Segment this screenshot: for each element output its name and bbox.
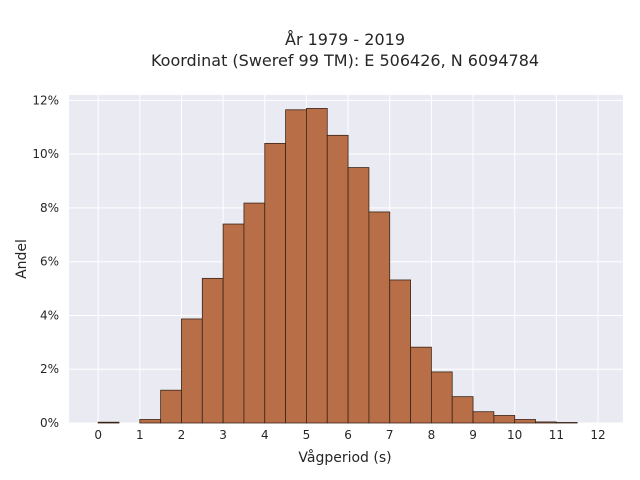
bars-group (97, 108, 578, 424)
x-tick-label-0: 0 (94, 428, 102, 442)
x-tick-label-4: 4 (261, 428, 269, 442)
bar-15 (410, 346, 432, 424)
bar-8 (264, 142, 287, 424)
y-tick-label-4: 8% (40, 201, 59, 215)
y-tick-label-0: 0% (40, 416, 59, 430)
bar-0 (97, 421, 120, 424)
bar-18 (472, 411, 495, 424)
x-tick-label-7: 7 (386, 428, 394, 442)
y-tick-label-1: 2% (40, 362, 59, 376)
bar-22 (555, 422, 578, 424)
y-tick-labels: 0% 2% 4% 6% 8% 10% 12% (32, 93, 59, 430)
bar-19 (493, 415, 516, 424)
x-tick-label-5: 5 (303, 428, 311, 442)
x-tick-labels: 0 1 2 3 4 5 6 7 8 9 10 11 12 (94, 428, 605, 442)
x-tick-label-3: 3 (219, 428, 227, 442)
y-tick-label-6: 12% (32, 93, 59, 107)
bar-10 (306, 108, 328, 424)
bar-6 (222, 223, 245, 424)
y-axis-label: Andel (14, 239, 30, 279)
x-tick-label-2: 2 (178, 428, 186, 442)
x-tick-label-10: 10 (507, 428, 522, 442)
x-tick-label-6: 6 (344, 428, 352, 442)
bar-14 (389, 279, 411, 424)
bar-3 (160, 389, 182, 424)
x-tick-label-12: 12 (590, 428, 605, 442)
bar-2 (139, 419, 162, 424)
y-tick-label-2: 4% (40, 308, 59, 322)
chart-title-line2: Koordinat (Sweref 99 TM): E 506426, N 60… (151, 51, 539, 70)
bar-4 (181, 318, 203, 424)
x-tick-label-8: 8 (428, 428, 436, 442)
x-tick-label-1: 1 (136, 428, 144, 442)
x-axis-label: Vågperiod (s) (298, 449, 391, 466)
bar-9 (285, 109, 307, 424)
bar-11 (326, 134, 349, 424)
bar-13 (368, 211, 391, 424)
bar-17 (451, 396, 474, 424)
x-tick-label-11: 11 (549, 428, 564, 442)
x-tick-label-9: 9 (469, 428, 477, 442)
bar-21 (535, 421, 557, 424)
chart-title-line1: År 1979 - 2019 (285, 30, 405, 49)
bar-7 (243, 202, 266, 424)
y-tick-label-5: 10% (32, 147, 59, 161)
bar-12 (347, 167, 370, 424)
bar-5 (201, 277, 224, 424)
y-tick-label-3: 6% (40, 255, 59, 269)
bar-20 (514, 419, 536, 424)
bar-16 (430, 371, 453, 424)
